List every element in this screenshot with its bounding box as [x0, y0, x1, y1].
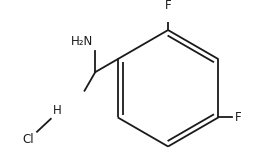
- Text: F: F: [235, 111, 242, 124]
- Text: F: F: [165, 0, 171, 12]
- Text: H₂N: H₂N: [70, 35, 93, 48]
- Text: Cl: Cl: [23, 133, 34, 146]
- Text: H: H: [53, 104, 62, 117]
